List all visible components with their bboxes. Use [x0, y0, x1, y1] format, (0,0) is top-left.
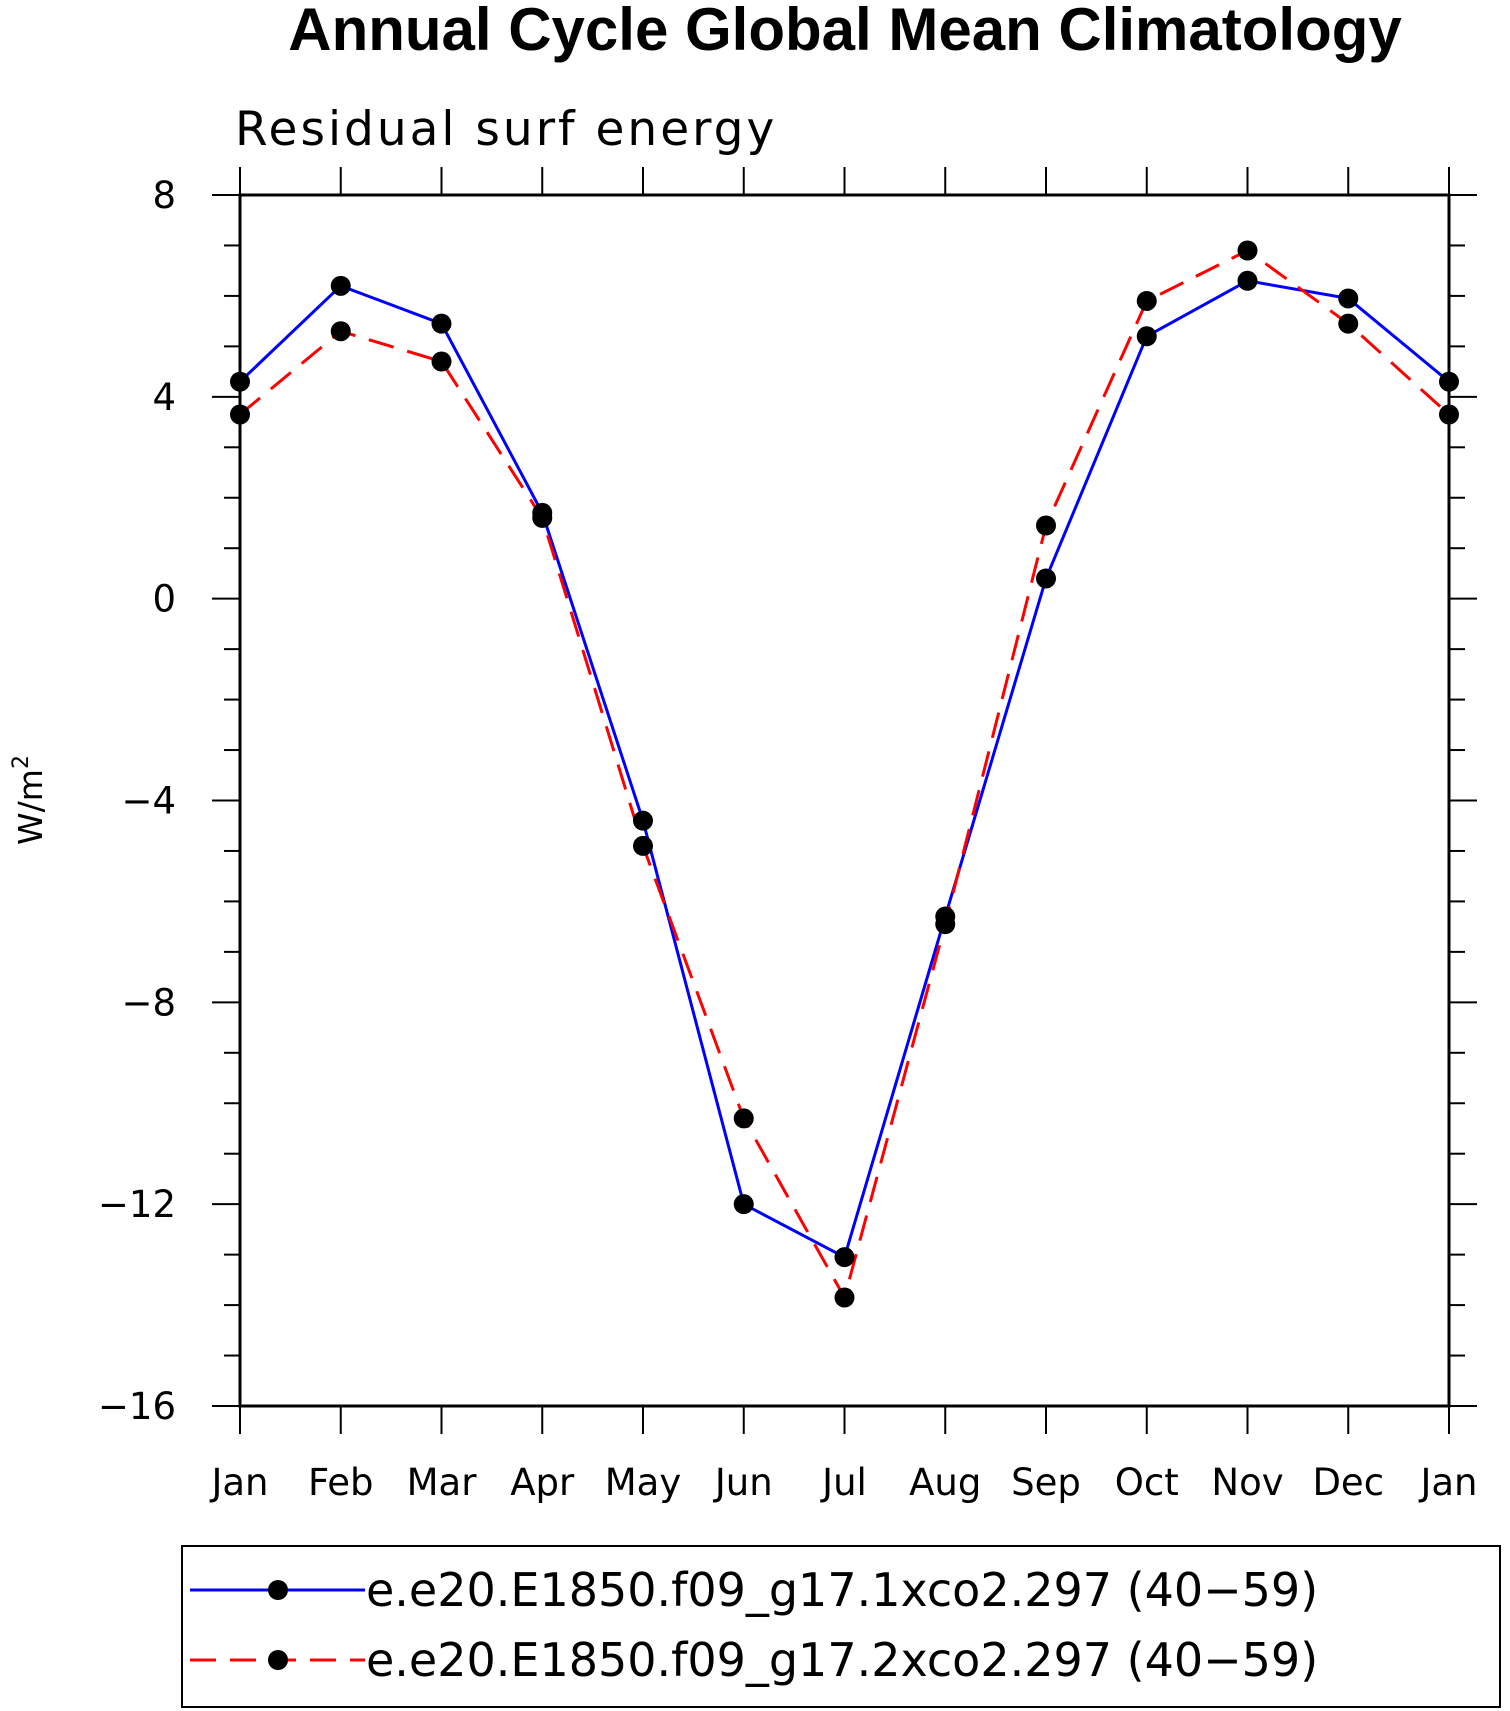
x-tick-label: May [605, 1461, 682, 1504]
legend-items: e.e20.E1850.f09_g17.1xco2.297 (40−59) e.e… [190, 1563, 1318, 1687]
series-1-point [1237, 270, 1258, 291]
x-tick-label: Jun [713, 1461, 773, 1504]
y-tick-label: −12 [98, 1183, 176, 1226]
series-line-1 [238, 279, 1450, 1260]
legend-label: e.e20.E1850.f09_g17.2xco2.297 (40−59) [366, 1633, 1318, 1687]
y-axis-label-superscript: 2 [9, 755, 34, 769]
legend-swatch-marker [268, 1580, 288, 1600]
x-tick-label: Dec [1312, 1461, 1384, 1504]
series-2-point [532, 507, 553, 528]
series-1-point [230, 371, 250, 392]
x-tick-label: Aug [909, 1461, 981, 1504]
x-tick-label: Jan [1418, 1461, 1477, 1504]
series-1-point [733, 1194, 754, 1215]
series-1-point [834, 1247, 855, 1268]
y-tick-label: −4 [121, 780, 176, 823]
legend-box [181, 1545, 1501, 1708]
series-2-point [834, 1287, 855, 1308]
y-tick-labels: 8 4 0 −4 −8 −12 −16 [98, 174, 176, 1428]
series-2-point [633, 835, 653, 856]
y-tick-label: −8 [121, 981, 176, 1024]
series-2-point [330, 321, 351, 342]
x-tick-label: Apr [510, 1461, 575, 1504]
x-tick-label: Sep [1011, 1461, 1081, 1504]
y-tick-label: 0 [152, 578, 176, 621]
series-2-point [935, 914, 956, 935]
series-line-2 [239, 248, 1451, 1302]
series-2-point [1036, 515, 1056, 536]
y-axis-title: W/m2 [9, 755, 50, 845]
y-tick-label: −16 [98, 1385, 176, 1428]
series-2-point [733, 1108, 754, 1129]
x-tick-label: Mar [407, 1461, 478, 1504]
y-tick-label: 4 [152, 376, 176, 419]
series-2-point [1439, 404, 1459, 425]
svg-text:W/m2: W/m2 [9, 755, 50, 845]
x-tick-label: Jul [820, 1461, 867, 1504]
y-axis-label: W/m [11, 769, 50, 845]
y-tick-label: 8 [152, 174, 176, 217]
series-1-point [431, 313, 452, 334]
series-lines [238, 248, 1451, 1302]
legend-label: e.e20.E1850.f09_g17.1xco2.297 (40−59) [366, 1563, 1318, 1617]
series-1-point [1036, 568, 1056, 589]
legend: e.e20.E1850.f09_g17.1xco2.297 (40−59) e.e… [181, 1545, 1501, 1708]
chart-subtitle: Residual surf energy [235, 102, 777, 157]
series-1-point [330, 275, 351, 296]
series-1-point [1338, 288, 1359, 309]
axis-ticks [212, 167, 1477, 1434]
series-2-point [1338, 313, 1359, 334]
legend-swatch-marker [268, 1650, 288, 1670]
series-2-point [230, 404, 250, 425]
series-1-point [1439, 371, 1459, 392]
x-tick-label: Oct [1115, 1461, 1179, 1504]
series-1-point [1136, 326, 1157, 347]
series-points [230, 240, 1459, 1308]
plot-frame [238, 193, 1451, 1408]
series-1-point [633, 810, 653, 831]
chart-title: Annual Cycle Global Mean Climatology [288, 0, 1402, 63]
x-tick-label: Jan [209, 1461, 268, 1504]
series-2-point [1237, 240, 1258, 261]
series-2-point [431, 351, 452, 372]
x-tick-labels: Jan Feb Mar Apr May Jun Jul Aug Sep Oct Nov Dec Jan [209, 1461, 1477, 1504]
series-2-point [1136, 290, 1157, 311]
x-tick-label: Nov [1211, 1461, 1283, 1504]
x-tick-label: Feb [308, 1461, 374, 1504]
